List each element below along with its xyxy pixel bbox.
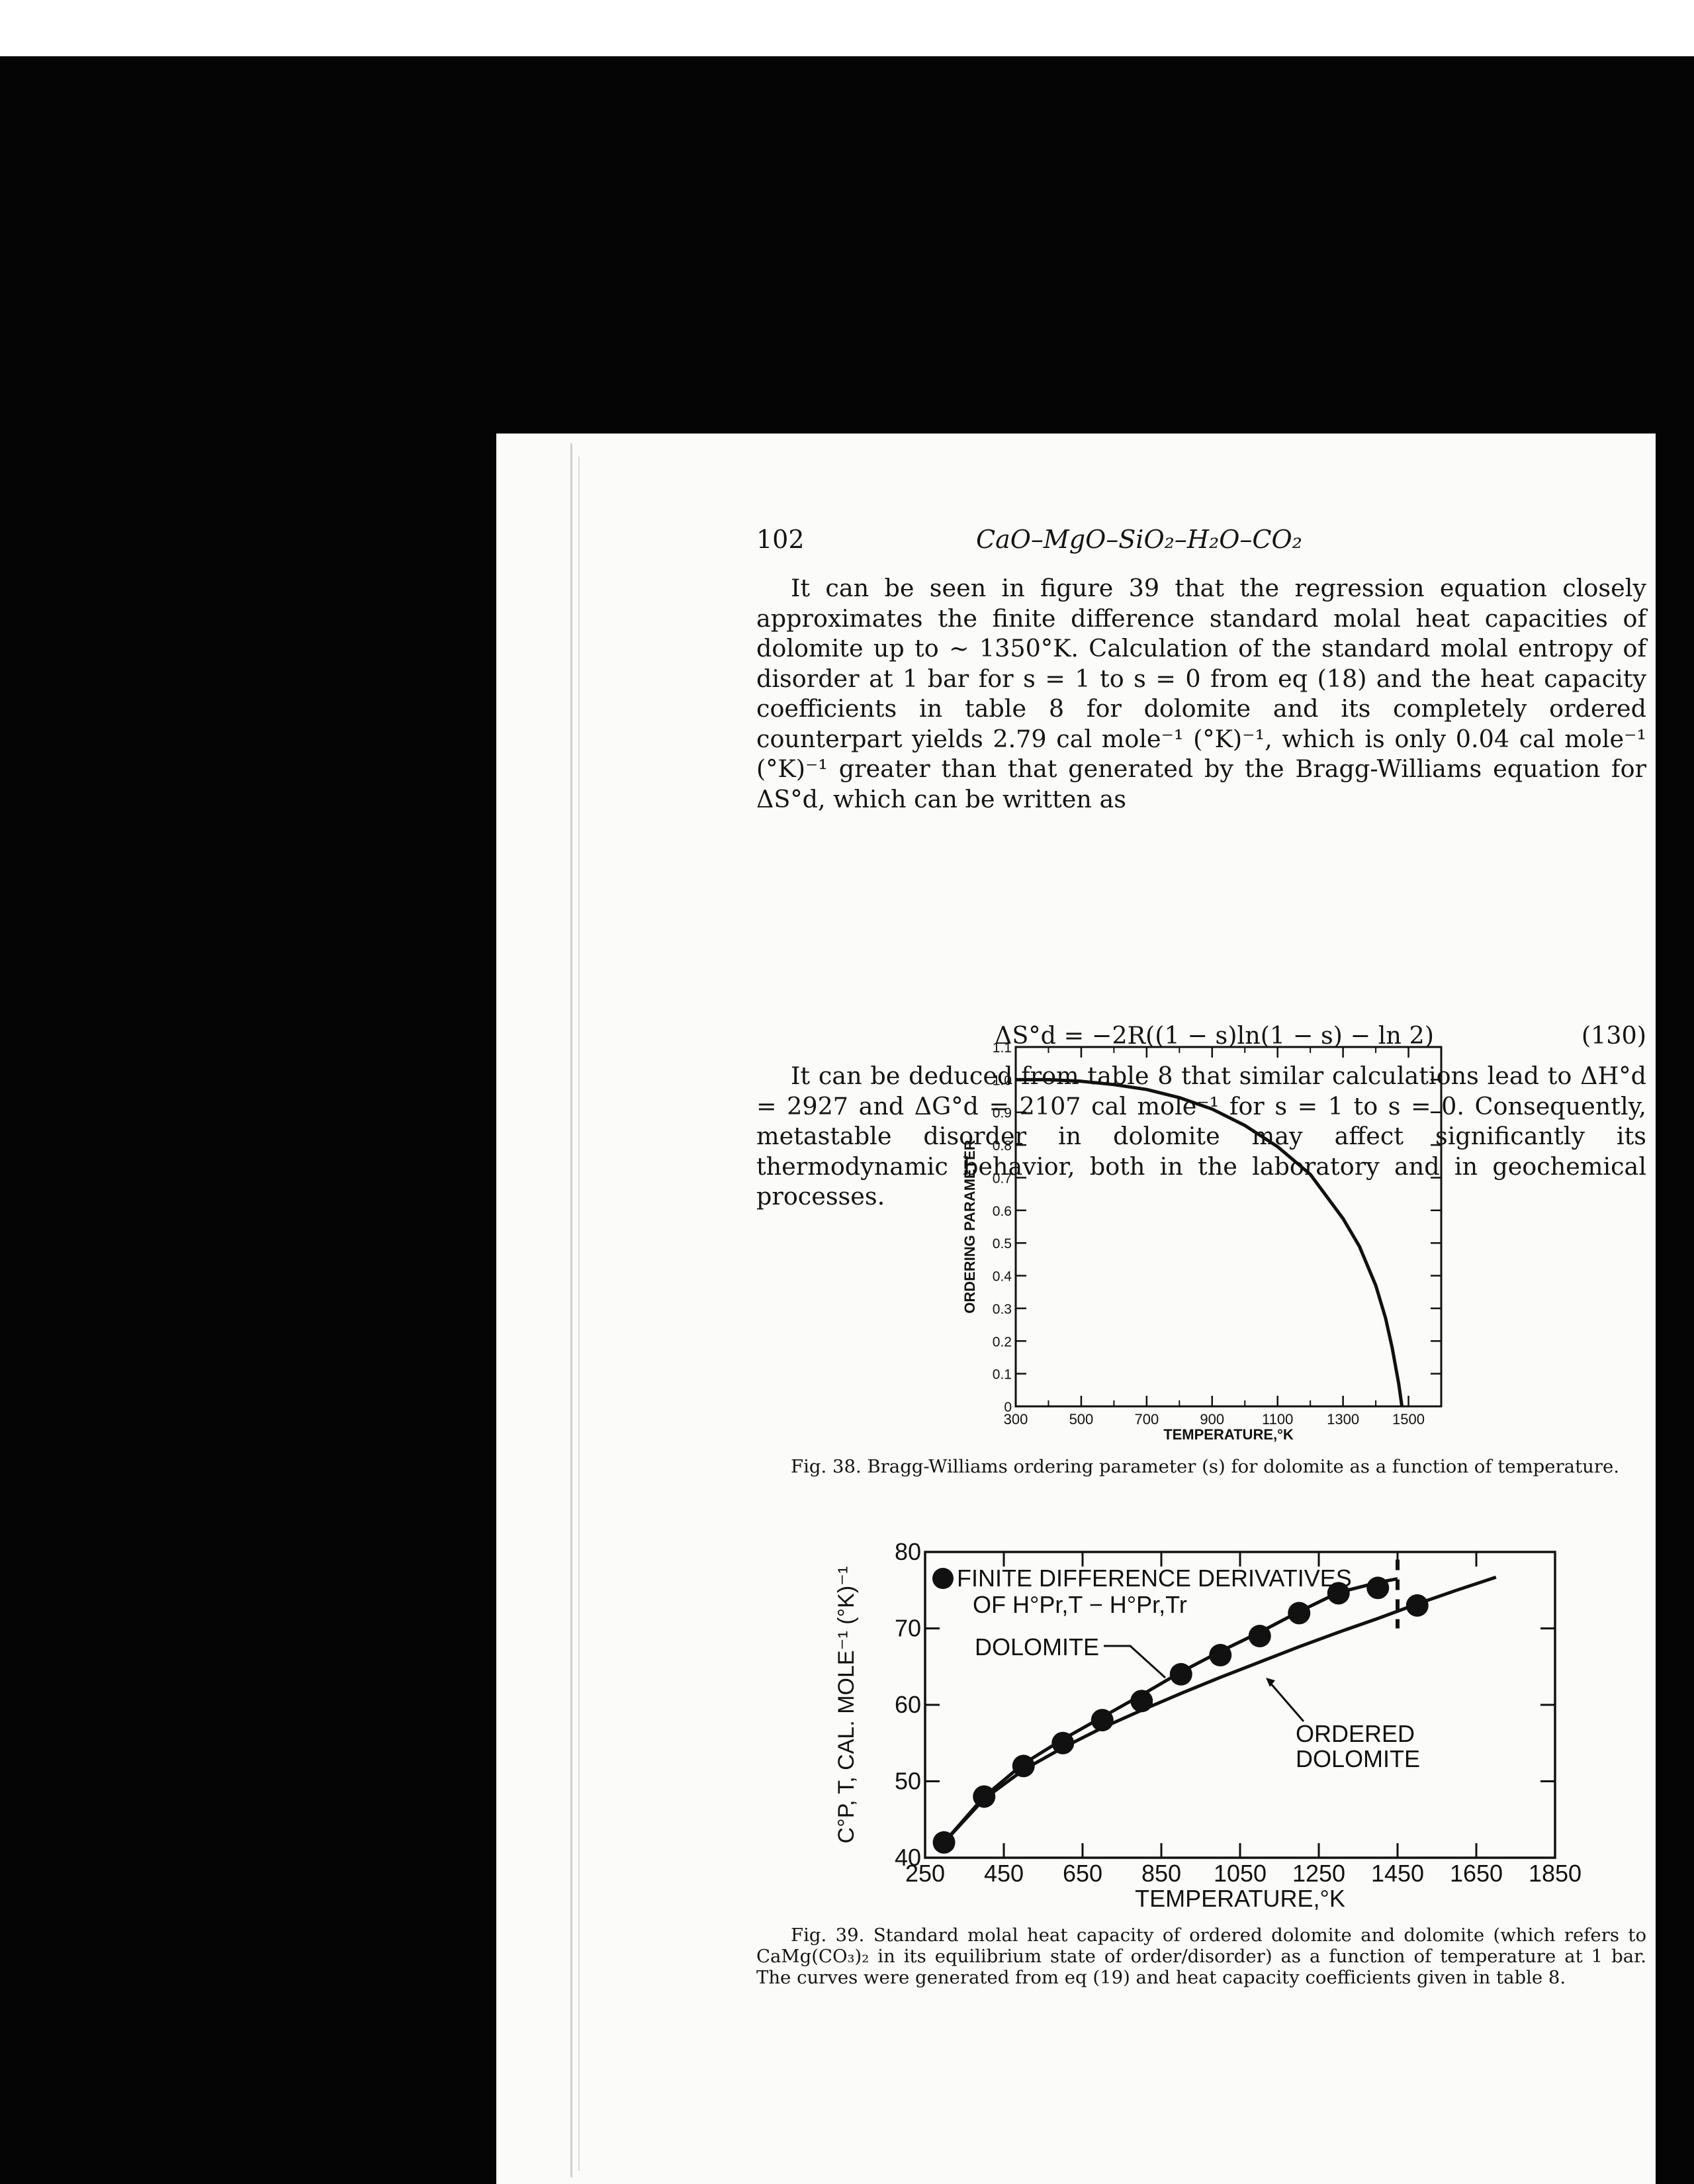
equation-130: ΔS°d = −2R((1 − s)ln(1 − s) − ln 2) (130… bbox=[756, 1021, 1646, 1051]
dark-background-right bbox=[1656, 56, 1694, 2184]
paragraph-1: It can be seen in figure 39 that the reg… bbox=[756, 574, 1646, 813]
running-head: CaO–MgO–SiO₂–H₂O–CO₂ bbox=[976, 525, 1302, 554]
fig38-caption: Fig. 38. Bragg-Williams ordering paramet… bbox=[791, 1456, 1620, 1477]
paragraph-2: It can be deduced from table 8 that simi… bbox=[756, 1062, 1646, 1210]
page-gutter-line bbox=[570, 443, 572, 2177]
page-gutter-line-2 bbox=[578, 457, 580, 2171]
fig39-caption: Fig. 39. Standard molal heat capacity of… bbox=[756, 1925, 1646, 1988]
dark-background-left bbox=[0, 56, 496, 2184]
equation-text: ΔS°d = −2R((1 − s)ln(1 − s) − ln 2) bbox=[995, 1021, 1434, 1050]
page-number: 102 bbox=[756, 525, 805, 554]
equation-number: (130) bbox=[1581, 1021, 1646, 1050]
